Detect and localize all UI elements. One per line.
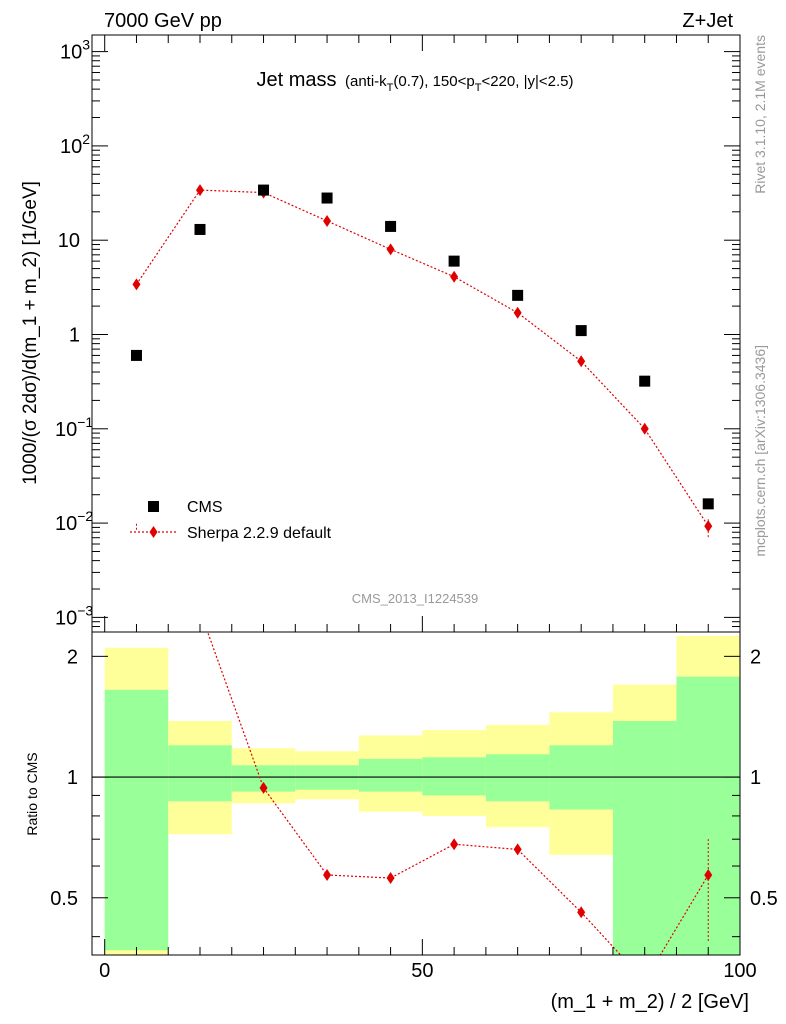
ratio-y-tick-label-right: 0.5 (750, 888, 778, 910)
plot-title-main: Jet mass (257, 69, 337, 91)
sherpa-ratio-point (386, 872, 395, 885)
tick-exponent: 2 (82, 131, 90, 147)
sherpa-ratio-point (577, 906, 586, 919)
ratio-plot-frame (91, 631, 741, 956)
sherpa-point (704, 520, 713, 533)
x-tick-label: 100 (723, 960, 756, 982)
subtitle-fragment: T (475, 82, 482, 94)
legend-label-sherpa: Sherpa 2.2.9 default (187, 525, 332, 542)
legend-marker-cms (148, 501, 159, 512)
tick-base: 10 (60, 136, 82, 158)
legend-marker-sherpa (149, 526, 158, 538)
cms-point (575, 325, 587, 337)
tick-exponent: 3 (82, 37, 90, 53)
cms-point (639, 375, 651, 387)
main-y-tick-label: 1 (69, 324, 80, 346)
subtitle-fragment: T (387, 82, 394, 94)
plot-title: Jet mass (anti-kT(0.7), 150<pT<220, |y|<… (257, 69, 574, 94)
ratio-y-tick-label-left: 1 (67, 767, 78, 789)
main-y-tick-label: 10 (58, 230, 80, 252)
main-y-axis-label: 1000/(σ 2dσ)/d(m_1 + m_2) [1/GeV] (20, 181, 41, 485)
ratio-plot-panel: 0.5 0.5 1 1 2 2 0 50 100 (50, 631, 778, 982)
main-y-tick-label: 10−2 (55, 508, 93, 535)
ratio-stat-band (168, 745, 232, 802)
ratio-stat-band (358, 758, 423, 792)
cms-point (702, 498, 714, 510)
tick-exponent: −3 (77, 602, 93, 618)
rivet-version-text: Rivet 3.1.10, 2.1M events (752, 35, 768, 194)
tick-exponent: −1 (77, 414, 93, 430)
sherpa-point (386, 243, 395, 256)
sherpa-ratio-point (259, 781, 268, 794)
main-y-tick-label: 102 (60, 131, 90, 158)
cms-point (130, 349, 142, 361)
ratio-y-tick-label-right: 2 (750, 646, 761, 668)
ratio-stat-band (422, 757, 486, 796)
tick-base: 10 (55, 419, 77, 441)
legend-label-cms: CMS (187, 499, 223, 516)
cms-point (448, 255, 460, 267)
sherpa-main-line (135, 189, 709, 527)
ratio-series-layer (207, 632, 713, 955)
main-y-tick-label: 103 (60, 37, 90, 64)
analysis-id: CMS_2013_I1224539 (352, 591, 479, 606)
main-y-tick-label: 10−1 (55, 414, 93, 441)
tick-base: 10 (55, 607, 77, 629)
tick-exponent: −2 (77, 508, 93, 524)
cms-point (321, 192, 333, 204)
legend: CMS Sherpa 2.2.9 default (130, 499, 332, 542)
ratio-stat-band (612, 720, 677, 955)
ratio-uncertainty-bands (104, 635, 740, 955)
sherpa-point (450, 270, 459, 283)
sherpa-ratio-point (323, 868, 332, 881)
plot-title-sub: (anti-kT(0.7), 150<pT<220, |y|<2.5) (345, 73, 574, 94)
header-left: 7000 GeV pp (104, 10, 222, 32)
sherpa-point (323, 214, 332, 227)
x-tick-label: 0 (99, 960, 110, 982)
ratio-y-axis-label: Ratio to CMS (24, 752, 40, 835)
ratio-y-tick-label-right: 1 (750, 767, 761, 789)
sherpa-point (577, 355, 586, 368)
main-series-layer (130, 184, 714, 538)
tick-base: 10 (55, 513, 77, 535)
subtitle-fragment: (anti-k (345, 73, 387, 90)
cms-point (258, 184, 270, 196)
cms-point (194, 223, 206, 235)
sherpa-point (513, 306, 522, 319)
subtitle-fragment: (0.7), 150<p (393, 73, 474, 90)
sherpa-ratio-point (513, 843, 522, 856)
x-axis-label: (m_1 + m_2) / 2 [GeV] (551, 991, 749, 1013)
sherpa-point (196, 184, 204, 197)
subtitle-fragment: <220, |y|<2.5) (481, 73, 573, 90)
main-y-tick-label: 10−3 (55, 602, 93, 629)
sherpa-point (640, 422, 649, 435)
cms-point (512, 289, 524, 301)
ratio-y-tick-label-left: 2 (67, 646, 78, 668)
ratio-axis-ticks: 0.5 0.5 1 1 2 2 0 50 100 (50, 646, 778, 982)
mcplots-source-text: mcplots.cern.ch [arXiv:1306.3436] (752, 345, 768, 557)
header-right: Z+Jet (682, 10, 733, 32)
x-tick-label: 50 (411, 960, 433, 982)
tick-base: 10 (60, 42, 82, 64)
ratio-y-tick-label-left: 0.5 (50, 888, 78, 910)
ratio-stat-band (485, 754, 550, 802)
sherpa-ratio-point (450, 838, 459, 851)
main-plot-frame (91, 34, 741, 633)
sherpa-ratio-point (704, 868, 713, 881)
sherpa-point (132, 278, 141, 291)
cms-point (385, 220, 397, 232)
ratio-stat-band (104, 689, 169, 951)
